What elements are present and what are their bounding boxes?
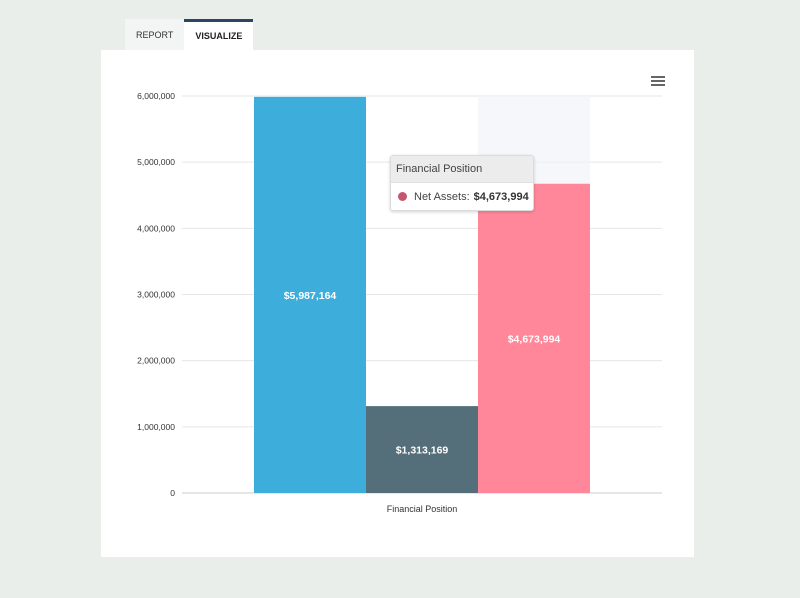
y-tick-label: 3,000,000 <box>137 290 175 300</box>
tab-bar: REPORT VISUALIZE <box>125 19 254 50</box>
bar-data-label: $5,987,164 <box>284 290 337 302</box>
y-tick-label: 6,000,000 <box>137 91 175 101</box>
tooltip-title: Financial Position <box>391 156 533 183</box>
y-tick-label: 0 <box>170 488 175 498</box>
bar-chart: 0 1,000,000 2,000,000 3,000,000 4,000,000 5,0… <box>137 91 662 514</box>
bar <box>478 183 590 493</box>
tooltip-value: $4,673,994 <box>473 191 529 203</box>
tooltip-series-dot-icon <box>398 191 407 201</box>
bar-data-label: $1,313,169 <box>396 445 449 457</box>
y-tick-label: 4,000,000 <box>137 223 175 233</box>
y-tick-label: 5,000,000 <box>137 157 175 167</box>
hamburger-menu-icon[interactable] <box>651 76 665 88</box>
bar-data-label: $4,673,994 <box>508 333 561 345</box>
bar <box>254 96 366 494</box>
tooltip-body: Net Assets: $4,673,994 <box>391 183 533 210</box>
x-category-label: Financial Position <box>387 504 458 514</box>
tab-report[interactable]: REPORT <box>125 19 185 50</box>
bar <box>366 406 478 493</box>
y-tick-label: 2,000,000 <box>137 356 175 366</box>
chart-tooltip: Financial Position Net Assets: $4,673,994 <box>390 155 534 211</box>
tab-visualize[interactable]: VISUALIZE <box>184 19 254 50</box>
tooltip-series-label: Net Assets: <box>414 191 470 203</box>
chart-panel: 0 1,000,000 2,000,000 3,000,000 4,000,000 5,0… <box>101 50 694 557</box>
y-tick-label: 1,000,000 <box>137 422 175 432</box>
